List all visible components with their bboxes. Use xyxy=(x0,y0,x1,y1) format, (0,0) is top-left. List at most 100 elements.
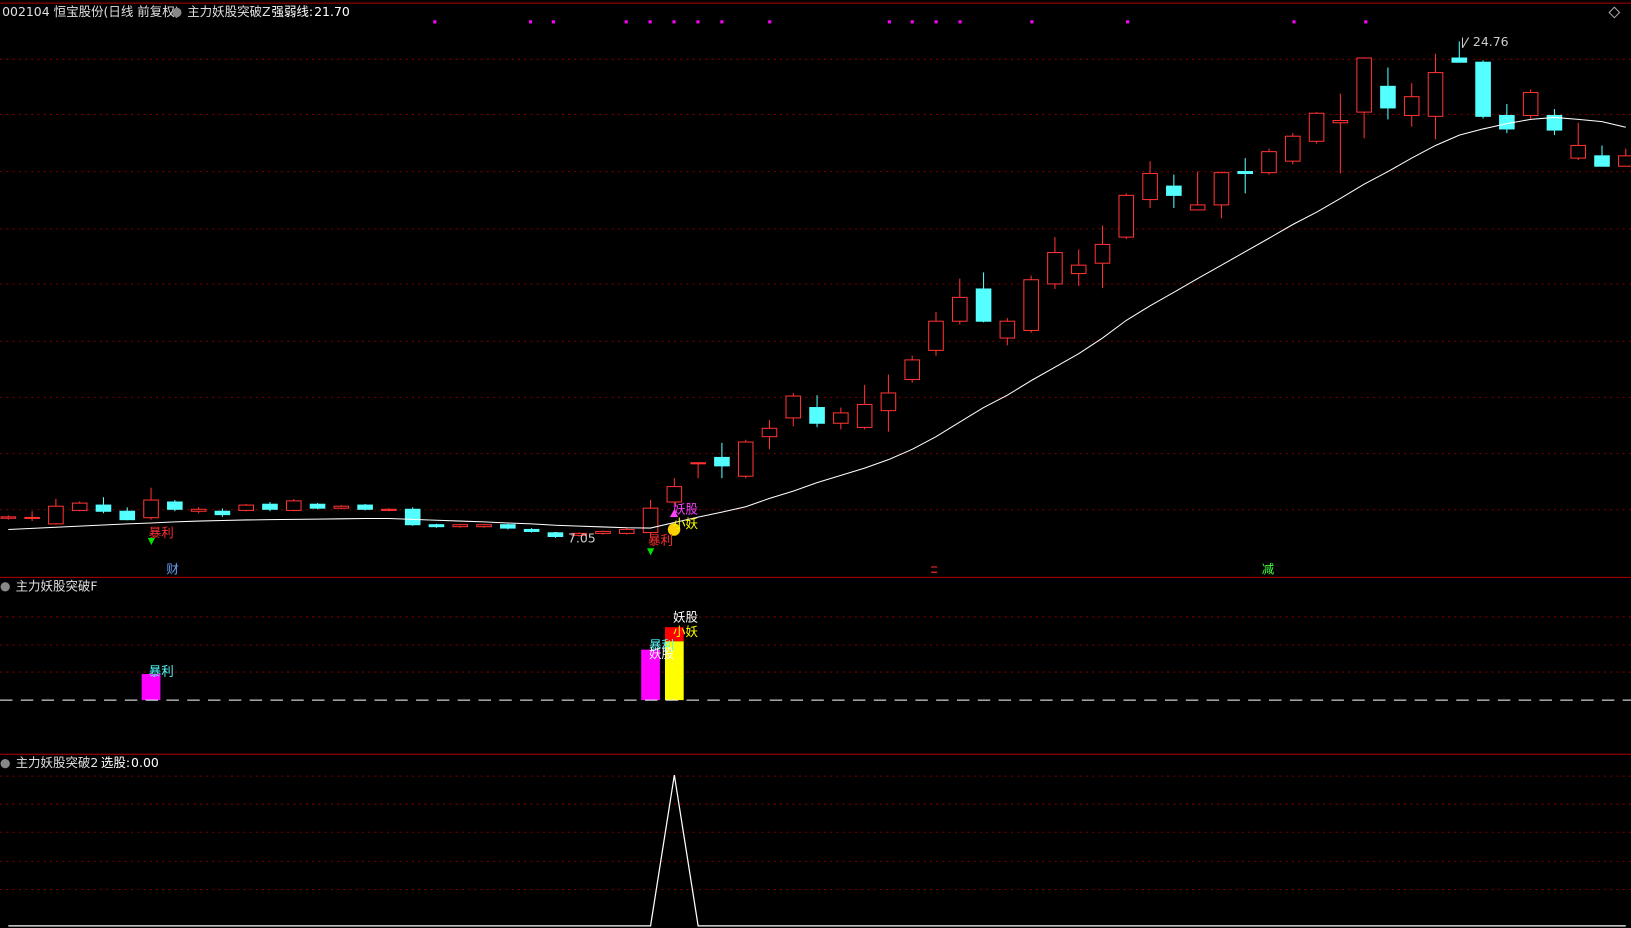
candle-body xyxy=(381,508,397,511)
candle-body xyxy=(428,524,445,528)
candle-body xyxy=(595,530,611,534)
candle-body xyxy=(1166,185,1182,196)
signal-line xyxy=(8,774,1626,927)
candle-body xyxy=(737,441,754,477)
indicator-title: 主力妖股突破F xyxy=(16,578,98,593)
candle-body xyxy=(690,462,706,465)
smiley-icon xyxy=(667,523,681,536)
candle-body xyxy=(476,524,492,528)
candle-body xyxy=(1451,57,1468,63)
candle-body xyxy=(714,456,730,467)
candle-body xyxy=(856,403,873,428)
menu-icon[interactable] xyxy=(0,582,10,592)
candle-body xyxy=(262,503,278,510)
menu-icon[interactable] xyxy=(0,758,10,769)
candle-body xyxy=(1546,114,1563,131)
candle-body xyxy=(214,510,231,516)
annotation: 暴利 xyxy=(149,664,174,679)
candle-body xyxy=(190,508,207,512)
candle-body xyxy=(809,407,825,424)
signal-dot xyxy=(887,20,891,24)
candle-body xyxy=(1308,112,1325,142)
candle-body xyxy=(1237,171,1254,175)
candle-body xyxy=(238,504,254,511)
candle-body xyxy=(1261,151,1277,174)
candle-body xyxy=(1617,155,1631,167)
signal-mark xyxy=(930,566,938,573)
candle-body xyxy=(333,505,350,509)
symbol: 002104 恒宝股份(日线 前复权) xyxy=(2,4,179,19)
indicator-title: 主力妖股突破2 xyxy=(16,755,99,770)
candle-body xyxy=(666,486,683,503)
signal-dot xyxy=(551,20,555,24)
annotation: 小妖 xyxy=(673,516,698,531)
candle-body xyxy=(24,516,40,519)
candle-body xyxy=(452,524,469,528)
annotation: 暴利 xyxy=(649,638,674,653)
candle-body xyxy=(143,499,159,519)
candle-body xyxy=(1475,61,1491,117)
candle-body xyxy=(95,504,112,512)
candle-body xyxy=(1332,120,1349,124)
signal-dot xyxy=(1125,20,1130,24)
candle-body xyxy=(833,412,849,424)
candle-body xyxy=(500,524,516,529)
candle-body xyxy=(1142,172,1158,201)
candle-body xyxy=(357,504,373,510)
signal-dot xyxy=(648,20,652,24)
annotation: 小妖 xyxy=(673,624,698,639)
high-arrow xyxy=(1461,37,1470,49)
annotation: 财 xyxy=(166,562,178,577)
candle-body xyxy=(547,532,564,537)
candle-body xyxy=(404,508,421,526)
signal-dot xyxy=(1030,20,1034,24)
candle-body xyxy=(999,320,1016,339)
signal-dot xyxy=(1292,20,1296,24)
candle-body xyxy=(1427,72,1444,117)
candle-body xyxy=(48,505,64,525)
candle-body xyxy=(761,427,778,438)
menu-icon[interactable] xyxy=(172,7,182,18)
candle-body xyxy=(523,528,540,532)
candle-body xyxy=(1094,243,1111,264)
signal-dot xyxy=(528,20,533,24)
candle-body xyxy=(618,528,635,534)
candle-body xyxy=(571,532,587,536)
ma-line xyxy=(8,116,1626,530)
candle-body xyxy=(1284,135,1301,162)
signal-arrow xyxy=(147,537,155,546)
signal-dot xyxy=(696,20,700,24)
candle-body xyxy=(951,296,968,322)
candle-body xyxy=(0,516,17,519)
low-label: 7.05 xyxy=(568,530,596,545)
corner-icon[interactable] xyxy=(1608,6,1621,19)
candle-body xyxy=(928,320,944,351)
candle-body xyxy=(1047,252,1063,285)
high-label: 24.76 xyxy=(1473,34,1509,49)
candle-body xyxy=(1522,91,1539,117)
candle-body xyxy=(167,501,183,510)
readout-value: 21.70 xyxy=(314,4,350,19)
signal-arrow xyxy=(669,509,679,518)
signal-dot xyxy=(720,20,724,24)
candle-body xyxy=(642,507,659,534)
signal-dot xyxy=(910,20,914,24)
annotation: 妖股 xyxy=(649,646,674,661)
bar xyxy=(641,649,660,701)
readout-name: 强弱线: xyxy=(271,4,313,19)
signal-dot xyxy=(624,20,628,24)
candle-body xyxy=(1594,155,1610,167)
candle-body xyxy=(1380,85,1396,109)
signal-dot xyxy=(934,20,938,24)
annotation: 暴利 xyxy=(149,525,174,540)
candle-body xyxy=(1023,279,1039,331)
candle-body xyxy=(1070,264,1087,275)
bar xyxy=(664,627,684,642)
candle-body xyxy=(309,503,326,509)
annotation: 减 xyxy=(1262,562,1275,577)
candle-body xyxy=(785,395,802,419)
candle-body xyxy=(1189,204,1206,211)
bar xyxy=(141,674,161,701)
